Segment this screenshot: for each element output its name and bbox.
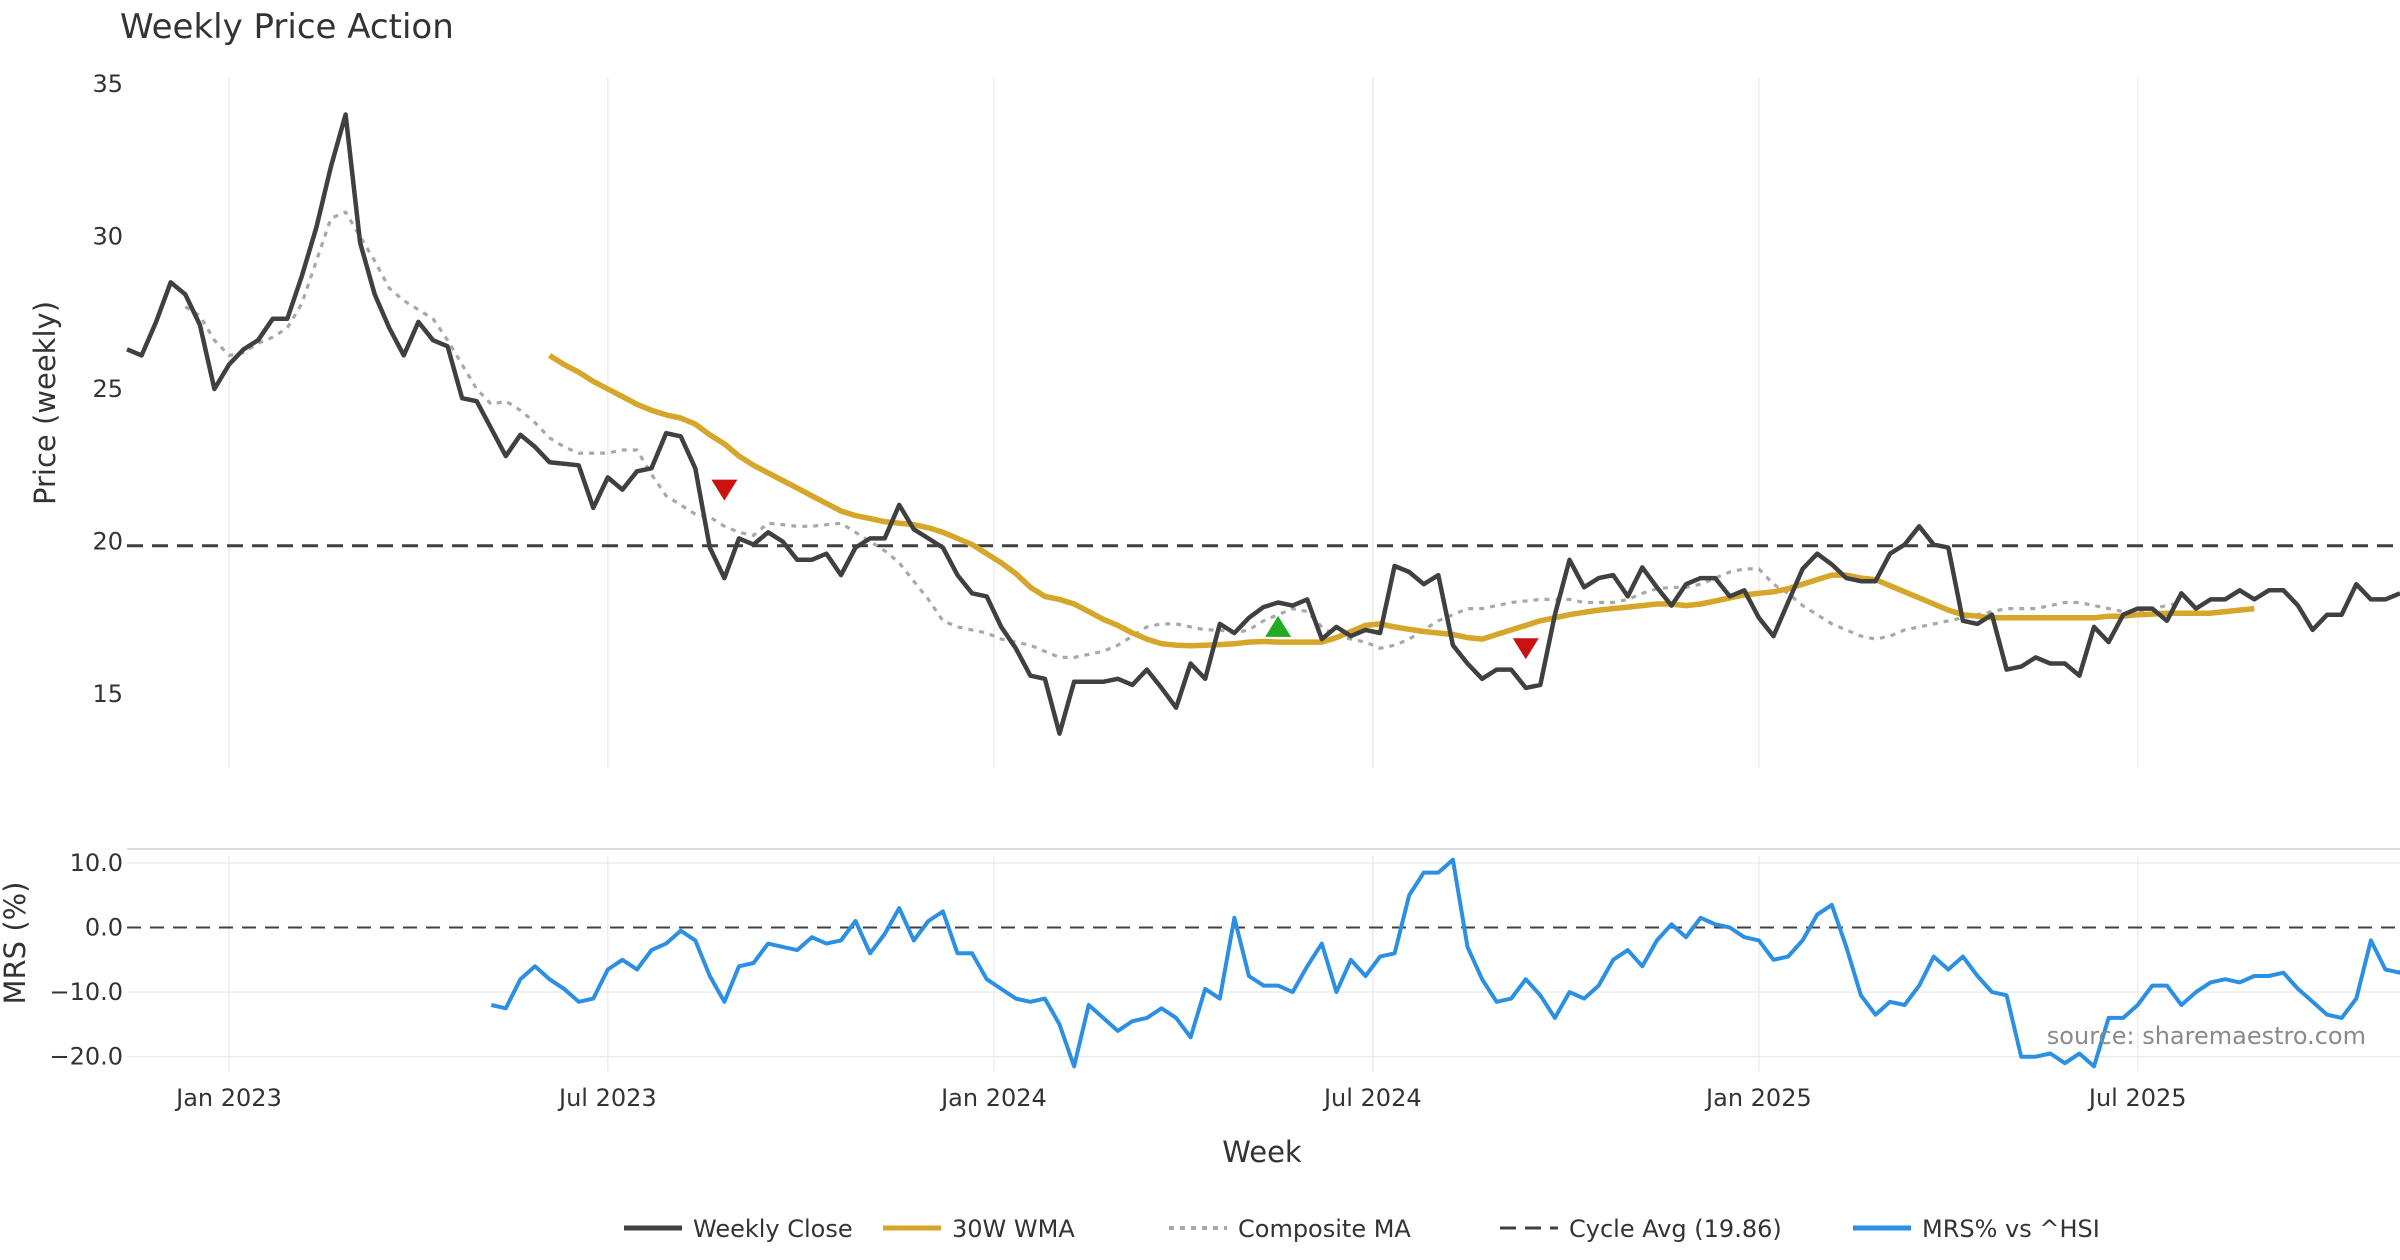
wma30-line <box>548 353 2255 649</box>
composite-ma-line <box>184 210 2182 660</box>
sell-signal-marker <box>711 479 738 501</box>
buy-signal-marker <box>1265 615 1292 637</box>
x-axis-label: Week <box>1222 1135 1302 1169</box>
mrs-y-tick-label: 0.0 <box>85 914 123 942</box>
trade-signals <box>711 479 1539 660</box>
price-y-tick-label: 30 <box>92 223 123 251</box>
price-gridlines <box>228 78 2139 768</box>
legend-label: Weekly Close <box>693 1215 853 1243</box>
x-tick-labels: Jan 2023 Jul 2023 Jan 2024 Jul 2024 Jan 2025… <box>174 1084 2186 1112</box>
mrs-y-tick-label: −20.0 <box>49 1043 123 1071</box>
price-y-tick-label: 20 <box>92 528 123 556</box>
mrs-y-axis-label: MRS (%) <box>0 882 32 1005</box>
price-y-tick-label: 25 <box>92 375 123 403</box>
x-tick-label: Jan 2023 <box>174 1084 282 1112</box>
legend-label: Cycle Avg (19.86) <box>1569 1215 1782 1243</box>
price-y-tick-label: 35 <box>92 70 123 98</box>
mrs-y-tick-labels: 10.0 0.0 −10.0 −20.0 <box>49 849 123 1071</box>
chart-legend: Weekly Close 30W WMA Composite MA Cycle Avg… <box>624 1215 2100 1243</box>
price-y-axis-label: Price (weekly) <box>28 301 62 505</box>
chart-title: Weekly Price Action <box>120 7 454 47</box>
price-y-tick-label: 15 <box>92 680 123 708</box>
x-tick-label: Jul 2025 <box>2087 1084 2187 1112</box>
x-tick-label: Jan 2025 <box>1704 1084 1812 1112</box>
legend-label: Composite MA <box>1238 1215 1411 1243</box>
legend-label: 30W WMA <box>952 1215 1075 1243</box>
legend-label: MRS% vs ^HSI <box>1922 1215 2100 1243</box>
x-tick-label: Jul 2023 <box>557 1084 657 1112</box>
weekly-close-line <box>126 112 2400 736</box>
x-tick-label: Jan 2024 <box>939 1084 1047 1112</box>
source-note: source: sharemaestro.com <box>2047 1022 2366 1050</box>
mrs-line <box>490 857 2400 1069</box>
x-tick-label: Jul 2024 <box>1322 1084 1422 1112</box>
mrs-y-tick-label: −10.0 <box>49 978 123 1006</box>
sell-signal-marker <box>1512 638 1539 660</box>
mrs-y-tick-label: 10.0 <box>70 849 123 877</box>
price-y-tick-labels: 15 20 25 30 35 <box>92 70 123 708</box>
